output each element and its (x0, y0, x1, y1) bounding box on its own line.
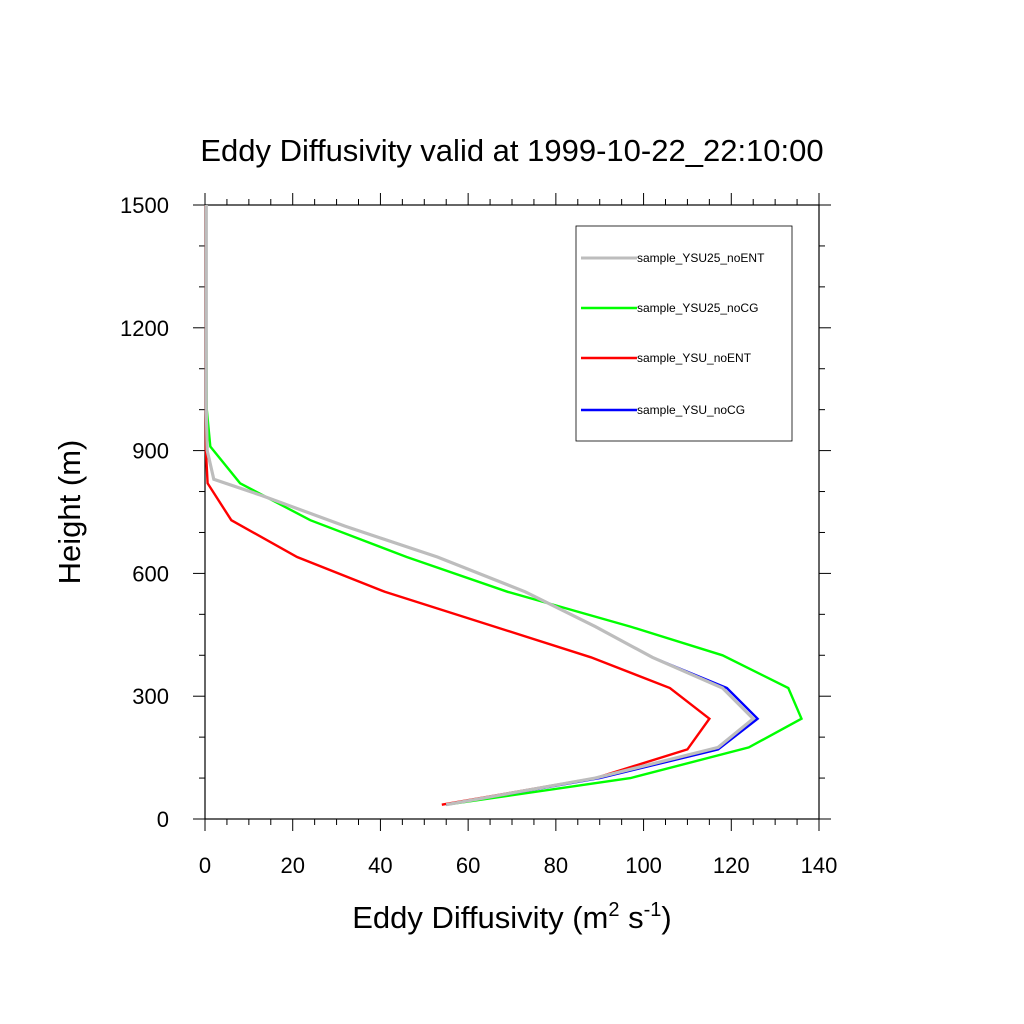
legend-label: sample_YSU_noCG (637, 403, 745, 417)
x-tick-label: 140 (801, 853, 838, 878)
x-tick-label: 100 (625, 853, 662, 878)
x-tick-label: 0 (199, 853, 211, 878)
legend-label: sample_YSU_noENT (637, 351, 752, 365)
x-axis-title-mid: s (619, 900, 643, 935)
axis-ticks (193, 193, 831, 831)
legend-box (575, 225, 793, 442)
x-tick-label: 120 (713, 853, 750, 878)
x-axis-title-sup1: 2 (608, 899, 619, 921)
y-tick-label: 0 (157, 807, 169, 832)
legend-label: sample_YSU25_noENT (637, 251, 765, 265)
x-tick-label: 20 (280, 853, 304, 878)
series-line-sample-ysu25-noent (204, 205, 756, 807)
y-tick-label: 300 (132, 684, 169, 709)
y-axis-title: Height (m) (52, 440, 87, 585)
x-tick-label: 80 (544, 853, 568, 878)
chart-title: Eddy Diffusivity valid at 1999-10-22_22:… (200, 133, 823, 168)
y-tick-label: 900 (132, 439, 169, 464)
legend-label: sample_YSU25_noCG (637, 301, 758, 315)
x-axis-title-sup2: -1 (644, 899, 662, 921)
x-tick-label: 60 (456, 853, 480, 878)
series-lines (204, 205, 804, 807)
y-tick-labels: 0 300 600 900 1200 1500 (120, 193, 169, 832)
x-axis-title-main: Eddy Diffusivity (m (352, 900, 608, 935)
legend-items: sample_YSU25_noENT sample_YSU25_noCGsampl… (581, 251, 765, 417)
legend: sample_YSU25_noENT sample_YSU25_noCGsampl… (575, 225, 793, 442)
x-tick-labels: 0 20 40 60 80 100 120 140 (199, 853, 837, 878)
y-tick-label: 600 (132, 561, 169, 586)
y-tick-label: 1500 (120, 193, 169, 218)
y-tick-label: 1200 (120, 316, 169, 341)
x-tick-label: 40 (368, 853, 392, 878)
x-axis-title: Eddy Diffusivity (m2 s-1) (352, 899, 671, 935)
x-axis-title-end: ) (661, 900, 671, 935)
